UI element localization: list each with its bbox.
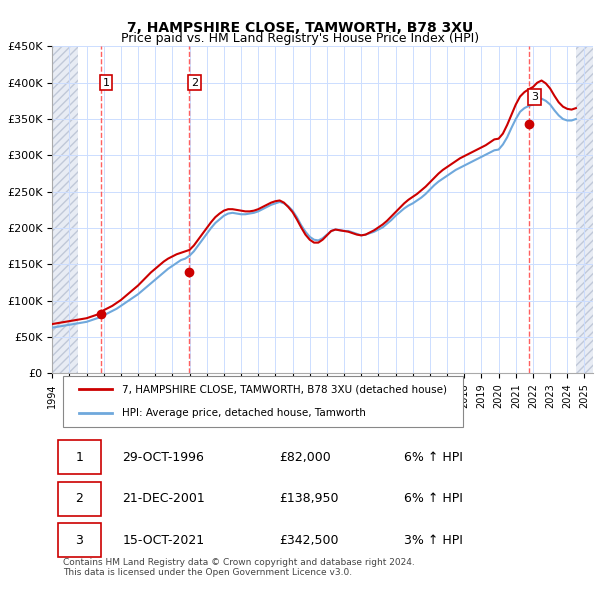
Text: Contains HM Land Registry data © Crown copyright and database right 2024.
This d: Contains HM Land Registry data © Crown c… bbox=[63, 558, 415, 577]
Text: 1: 1 bbox=[75, 451, 83, 464]
Bar bbox=[576, 47, 593, 373]
Text: £138,950: £138,950 bbox=[280, 492, 339, 505]
Text: 6% ↑ HPI: 6% ↑ HPI bbox=[404, 451, 463, 464]
Text: 21-DEC-2001: 21-DEC-2001 bbox=[122, 492, 205, 505]
FancyBboxPatch shape bbox=[58, 441, 101, 474]
Text: 3: 3 bbox=[531, 92, 538, 102]
FancyBboxPatch shape bbox=[58, 482, 101, 516]
Text: £342,500: £342,500 bbox=[280, 533, 339, 546]
Bar bbox=[52, 47, 78, 373]
Text: 2: 2 bbox=[75, 492, 83, 505]
Text: 29-OCT-1996: 29-OCT-1996 bbox=[122, 451, 205, 464]
Text: 2: 2 bbox=[191, 78, 198, 88]
Text: £82,000: £82,000 bbox=[280, 451, 331, 464]
Text: 1: 1 bbox=[103, 78, 109, 88]
Text: 7, HAMPSHIRE CLOSE, TAMWORTH, B78 3XU: 7, HAMPSHIRE CLOSE, TAMWORTH, B78 3XU bbox=[127, 21, 473, 35]
Text: 15-OCT-2021: 15-OCT-2021 bbox=[122, 533, 205, 546]
FancyBboxPatch shape bbox=[58, 523, 101, 557]
Text: 3: 3 bbox=[75, 533, 83, 546]
Text: 7, HAMPSHIRE CLOSE, TAMWORTH, B78 3XU (detached house): 7, HAMPSHIRE CLOSE, TAMWORTH, B78 3XU (d… bbox=[122, 384, 448, 394]
Text: HPI: Average price, detached house, Tamworth: HPI: Average price, detached house, Tamw… bbox=[122, 408, 367, 418]
Text: Price paid vs. HM Land Registry's House Price Index (HPI): Price paid vs. HM Land Registry's House … bbox=[121, 32, 479, 45]
FancyBboxPatch shape bbox=[63, 376, 463, 428]
Text: 6% ↑ HPI: 6% ↑ HPI bbox=[404, 492, 463, 505]
Text: 3% ↑ HPI: 3% ↑ HPI bbox=[404, 533, 463, 546]
